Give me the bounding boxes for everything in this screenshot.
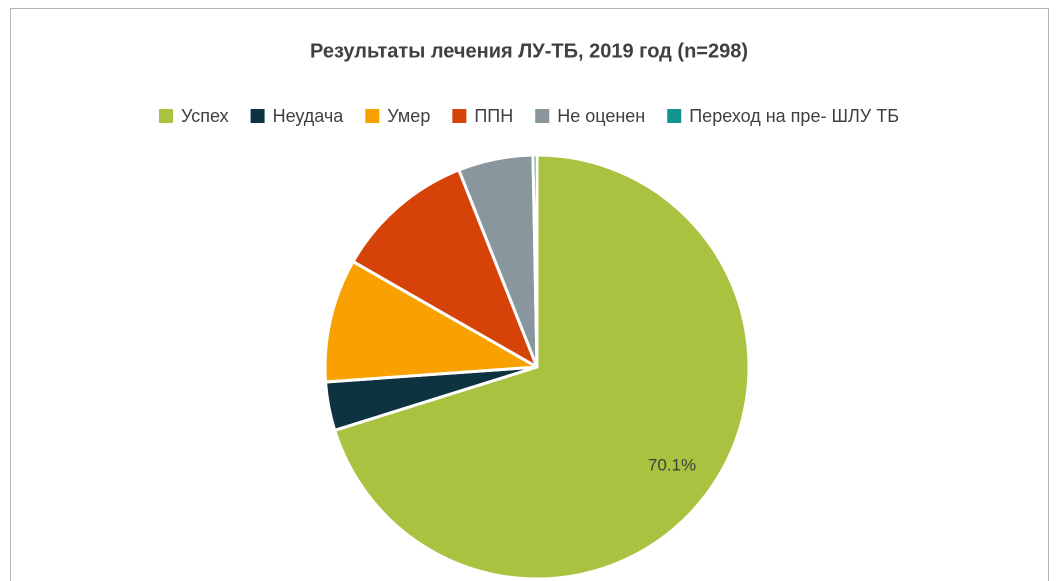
legend-swatch bbox=[365, 109, 380, 123]
legend-label: Успех bbox=[181, 106, 229, 126]
pie-slice bbox=[333, 153, 751, 581]
legend-label: ППН bbox=[474, 106, 513, 126]
chart-title: Результаты лечения ЛУ-ТБ, 2019 год (n=29… bbox=[310, 40, 748, 62]
pie-slice bbox=[351, 168, 539, 369]
legend-swatch bbox=[452, 109, 467, 123]
legend-label: Не оценен bbox=[557, 106, 645, 126]
pie-slice bbox=[323, 260, 539, 384]
legend-label: Неудача bbox=[273, 106, 345, 126]
legend-swatch bbox=[158, 109, 173, 123]
pie: 70.1% bbox=[323, 153, 751, 581]
legend-label: Умер bbox=[387, 106, 430, 126]
legend: Успех Неудача Умер ППН Не оценен Переход на п… bbox=[158, 106, 899, 126]
legend-swatch bbox=[667, 109, 682, 123]
legend-label: Переход на пре- ШЛУ ТБ bbox=[689, 106, 899, 126]
legend-swatch bbox=[535, 109, 550, 123]
legend-swatch bbox=[250, 109, 265, 123]
data-label: 70.1% bbox=[648, 456, 696, 475]
pie-slice bbox=[531, 153, 539, 369]
